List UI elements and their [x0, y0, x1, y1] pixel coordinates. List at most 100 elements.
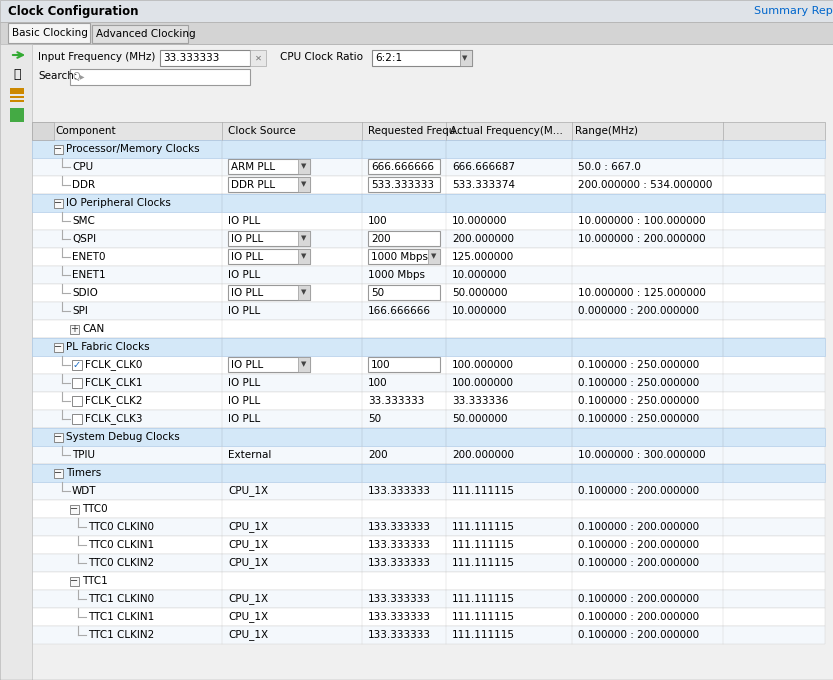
Bar	[32, 392, 825, 410]
Text: 133.333333: 133.333333	[368, 630, 431, 640]
Bar	[32, 500, 825, 518]
Text: FCLK_CLK2: FCLK_CLK2	[85, 396, 142, 407]
Bar	[70, 577, 79, 585]
Text: 111.111115: 111.111115	[452, 522, 515, 532]
Bar	[298, 357, 310, 372]
Bar	[32, 356, 825, 374]
Text: TTC0 CLKIN2: TTC0 CLKIN2	[88, 558, 154, 568]
Bar	[54, 145, 63, 154]
Text: 10.000000 : 100.000000: 10.000000 : 100.000000	[578, 216, 706, 226]
Text: TTC1 CLKIN0: TTC1 CLKIN0	[88, 594, 154, 604]
Text: ▼: ▼	[462, 55, 467, 61]
Text: ✓: ✓	[73, 360, 81, 370]
Text: 10.000000: 10.000000	[452, 306, 507, 316]
Text: 1000 Mbps: 1000 Mbps	[368, 270, 425, 280]
Text: 10.000000 : 200.000000: 10.000000 : 200.000000	[578, 234, 706, 244]
Text: DDR: DDR	[72, 180, 95, 190]
Text: TTC1 CLKIN1: TTC1 CLKIN1	[88, 612, 154, 622]
Text: −: −	[54, 342, 62, 352]
Text: CPU_1X: CPU_1X	[228, 486, 268, 496]
Text: ✕: ✕	[255, 54, 262, 63]
Bar	[228, 177, 310, 192]
Text: ▼: ▼	[301, 290, 307, 296]
Bar	[0, 44, 32, 680]
Text: 166.666666: 166.666666	[368, 306, 431, 316]
Text: CAN: CAN	[82, 324, 104, 334]
Bar	[72, 360, 82, 370]
Bar	[54, 432, 63, 441]
Text: ▼: ▼	[301, 163, 307, 169]
Text: FCLK_CLK0: FCLK_CLK0	[85, 360, 142, 371]
Text: Clock Source: Clock Source	[228, 126, 296, 136]
Text: −: −	[54, 468, 62, 478]
Bar	[368, 231, 440, 246]
Text: TTC0: TTC0	[82, 504, 107, 514]
Text: 111.111115: 111.111115	[452, 486, 515, 496]
Bar	[32, 482, 825, 500]
Bar	[160, 50, 250, 66]
Bar	[32, 320, 825, 338]
Text: 100: 100	[368, 216, 387, 226]
Text: 200.000000 : 534.000000: 200.000000 : 534.000000	[578, 180, 712, 190]
Text: TTC0 CLKIN1: TTC0 CLKIN1	[88, 540, 154, 550]
Text: 0.100000 : 200.000000: 0.100000 : 200.000000	[578, 630, 699, 640]
Text: 0.100000 : 200.000000: 0.100000 : 200.000000	[578, 540, 699, 550]
Bar	[70, 69, 250, 85]
Text: 133.333333: 133.333333	[368, 540, 431, 550]
Text: TPIU: TPIU	[72, 450, 95, 460]
Bar	[0, 22, 833, 44]
Bar	[54, 343, 63, 352]
Text: 0.100000 : 250.000000: 0.100000 : 250.000000	[578, 414, 699, 424]
Text: IO PLL: IO PLL	[231, 252, 263, 262]
Text: 200.000000: 200.000000	[452, 450, 514, 460]
Text: −: −	[54, 144, 62, 154]
Bar	[10, 108, 24, 122]
Bar	[32, 446, 825, 464]
Text: IO PLL: IO PLL	[228, 306, 260, 316]
Text: 133.333333: 133.333333	[368, 612, 431, 622]
Text: QSPI: QSPI	[72, 234, 96, 244]
Bar	[32, 374, 825, 392]
Text: 111.111115: 111.111115	[452, 558, 515, 568]
Text: 100: 100	[371, 360, 391, 370]
Bar	[32, 428, 825, 446]
Bar	[32, 464, 825, 482]
Text: 0.100000 : 200.000000: 0.100000 : 200.000000	[578, 522, 699, 532]
Bar	[32, 302, 825, 320]
Text: Advanced Clocking: Advanced Clocking	[96, 29, 196, 39]
Text: 111.111115: 111.111115	[452, 540, 515, 550]
Bar	[32, 122, 825, 140]
Text: 100.000000: 100.000000	[452, 378, 514, 388]
Bar	[8, 23, 90, 43]
Bar	[0, 0, 833, 22]
Bar	[10, 96, 24, 98]
Text: ▼: ▼	[301, 182, 307, 188]
Text: −: −	[71, 504, 78, 514]
Bar	[32, 608, 825, 626]
Bar	[372, 50, 472, 66]
Text: Clock Configuration: Clock Configuration	[8, 5, 138, 18]
Text: 111.111115: 111.111115	[452, 594, 515, 604]
Text: IO PLL: IO PLL	[228, 396, 260, 406]
Text: Requested Frequ...: Requested Frequ...	[368, 126, 466, 136]
Bar	[368, 357, 440, 372]
Text: 33.333333: 33.333333	[368, 396, 424, 406]
Text: ▼: ▼	[301, 254, 307, 260]
Bar	[72, 378, 82, 388]
Bar	[298, 285, 310, 300]
Bar	[72, 414, 82, 424]
Text: IO PLL: IO PLL	[231, 360, 263, 369]
Text: −: −	[54, 432, 62, 442]
Bar	[32, 140, 825, 158]
Bar	[32, 284, 825, 302]
Text: CPU_1X: CPU_1X	[228, 539, 268, 550]
Text: 666.666687: 666.666687	[452, 162, 515, 172]
Text: Processor/Memory Clocks: Processor/Memory Clocks	[66, 144, 200, 154]
Text: 133.333333: 133.333333	[368, 558, 431, 568]
Bar	[32, 464, 825, 482]
Text: Timers: Timers	[66, 468, 102, 478]
Text: 🔍: 🔍	[13, 69, 21, 82]
Bar	[32, 338, 825, 356]
Bar	[368, 249, 440, 264]
Bar	[250, 50, 266, 66]
